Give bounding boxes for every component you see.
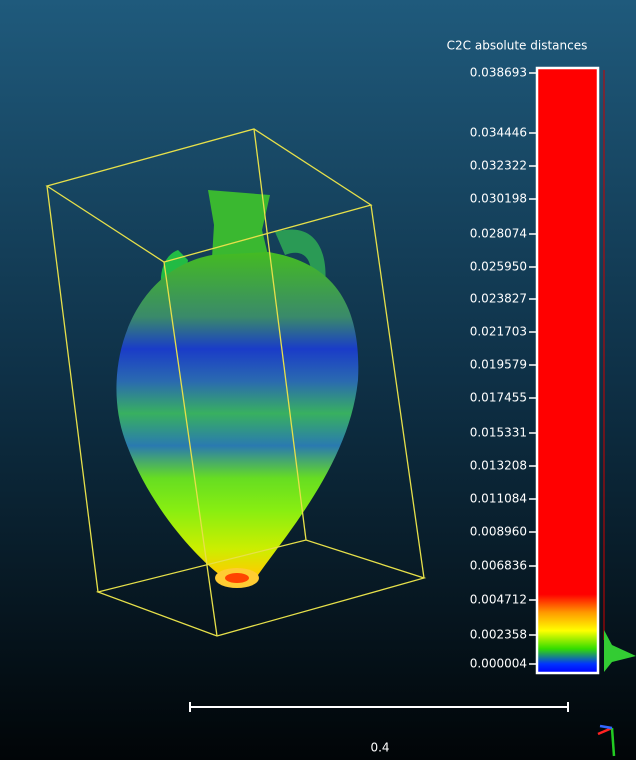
scale-tick-label: 0.006836: [470, 559, 527, 573]
scale-title: C2C absolute distances: [447, 39, 588, 53]
page: C2C absolute distances 0.038693 0.034446 0…: [0, 0, 636, 760]
scale-tick-label: 0.015331: [470, 426, 527, 440]
scale-tick-label: 0.034446: [470, 126, 527, 140]
scale-tick-label: 0.000004: [470, 657, 527, 671]
scale-tick-label: 0.013208: [470, 459, 527, 473]
scale-tick-label: 0.028074: [470, 227, 527, 241]
scale-tick-label: 0.019579: [470, 358, 527, 372]
scale-tick-label: 0.032322: [470, 159, 527, 173]
foot-core: [225, 573, 249, 583]
scale-tick-label: 0.017455: [470, 391, 527, 405]
color-scale: [537, 68, 598, 673]
scale-bar-label: 0.4: [370, 741, 389, 755]
scale-tick-label: 0.030198: [470, 192, 527, 206]
scale-tick-label: 0.008960: [470, 525, 527, 539]
scale-tick-label: 0.023827: [470, 292, 527, 306]
scale-tick-label: 0.002358: [470, 628, 527, 642]
scale-tick-label: 0.004712: [470, 593, 527, 607]
scale-tick-label: 0.038693: [470, 66, 527, 80]
scale-tick-label: 0.021703: [470, 325, 527, 339]
scale-tick-label: 0.025950: [470, 260, 527, 274]
scale-tick-label: 0.011084: [470, 492, 527, 506]
viewport-3d: C2C absolute distances 0.038693 0.034446 0…: [0, 0, 636, 760]
